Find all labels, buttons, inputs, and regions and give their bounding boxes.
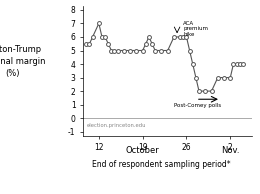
Text: October: October [126, 146, 160, 155]
Text: election.princeton.edu: election.princeton.edu [86, 123, 146, 128]
Text: End of respondent sampling period*: End of respondent sampling period* [92, 160, 231, 169]
Text: Nov.: Nov. [221, 146, 239, 155]
Text: Post-Comey polls: Post-Comey polls [174, 103, 221, 108]
Text: ACA
premium
hike: ACA premium hike [183, 21, 208, 37]
Text: Clinton-Trump
national margin
(%): Clinton-Trump national margin (%) [0, 45, 46, 78]
